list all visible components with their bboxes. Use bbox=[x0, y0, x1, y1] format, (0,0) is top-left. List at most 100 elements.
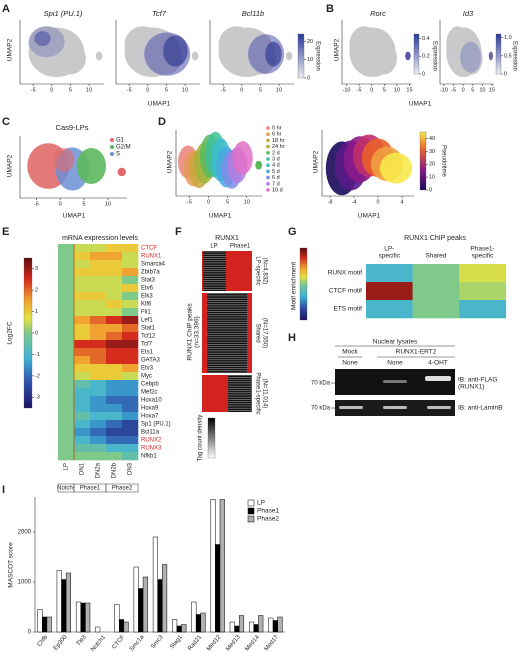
lane-label: None bbox=[342, 360, 358, 367]
umap-cells bbox=[163, 35, 188, 67]
legend-swatch bbox=[266, 169, 270, 174]
column-label: DN3 bbox=[128, 462, 134, 475]
marker-label: 70 kDa bbox=[311, 406, 331, 412]
colorbar-tick-label: 1.0 bbox=[504, 35, 512, 41]
signal bbox=[228, 375, 251, 412]
heatmap-cell bbox=[74, 340, 91, 349]
heatmap-cell bbox=[122, 268, 139, 277]
column-label: DN2b bbox=[112, 462, 118, 478]
colorbar-tick-label: 10 bbox=[307, 57, 313, 63]
umap-cells bbox=[191, 51, 199, 61]
x-tick-label: -5 bbox=[357, 87, 362, 93]
heatmap-cell bbox=[58, 380, 75, 389]
colorbar bbox=[297, 33, 305, 79]
heatmap-cell bbox=[90, 444, 107, 453]
x-tick-label: 10 bbox=[479, 87, 485, 93]
heatmap-cell bbox=[122, 292, 139, 301]
legend-swatch bbox=[266, 151, 270, 155]
heatmap-cell bbox=[58, 444, 75, 453]
colorbar bbox=[413, 33, 420, 75]
heatmap-cell bbox=[90, 388, 107, 397]
colorbar-label: Pseudotime bbox=[440, 145, 446, 177]
row-label: RUNX3 bbox=[141, 446, 162, 452]
x-tick-label: 10 bbox=[244, 199, 250, 205]
heatmap-cell bbox=[58, 372, 75, 381]
bar bbox=[46, 616, 52, 633]
x-tick-label: Notch1 bbox=[90, 634, 107, 653]
y-label: UMAP2 bbox=[167, 150, 174, 173]
group-label: Notch- bbox=[57, 486, 75, 492]
legend-swatch bbox=[266, 126, 270, 130]
bar bbox=[95, 626, 101, 633]
row-label: Mef2c bbox=[141, 390, 157, 396]
heatmap-cell bbox=[122, 284, 139, 293]
y-tick-label: 1000 bbox=[18, 580, 32, 586]
heatmap-cell bbox=[58, 436, 75, 445]
x-tick-label: 0 bbox=[50, 87, 53, 93]
lane-label: None bbox=[387, 360, 403, 367]
column-label: Phase1- bbox=[470, 246, 494, 253]
heatmap-cell bbox=[122, 276, 139, 285]
heatmap-cell bbox=[90, 260, 107, 269]
row-label: RUNX1 bbox=[141, 254, 162, 260]
heatmap-cell bbox=[58, 244, 75, 253]
heatmap-cell bbox=[58, 412, 75, 421]
x-label: UMAP1 bbox=[409, 101, 432, 108]
y-label: (n=33,396) bbox=[194, 316, 201, 348]
panel-letter: E bbox=[2, 226, 9, 238]
bar bbox=[181, 624, 187, 633]
heatmap-cell bbox=[74, 300, 91, 309]
y-tick-label: 2000 bbox=[18, 530, 32, 536]
colorbar-tick-label: 20 bbox=[307, 39, 313, 45]
bar bbox=[75, 601, 82, 633]
row-label: ETS motif bbox=[333, 306, 362, 313]
colorbar-tick-label: 0 bbox=[504, 71, 507, 77]
heatmap-cell bbox=[58, 404, 75, 413]
panel-letter: B bbox=[326, 3, 334, 15]
heatmap-cell bbox=[122, 340, 139, 349]
bar bbox=[162, 564, 168, 633]
heatmap-cell bbox=[74, 348, 91, 357]
colorbar-tick-label: 30 bbox=[429, 149, 435, 155]
heatmap-cell bbox=[90, 340, 107, 349]
heatmap-cell bbox=[106, 268, 123, 277]
legend-swatch bbox=[247, 507, 255, 515]
umap-cells bbox=[255, 160, 262, 170]
heatmap-cell bbox=[74, 388, 91, 397]
heatmap-cell bbox=[90, 268, 107, 277]
row-label: Stat3 bbox=[141, 278, 156, 284]
x-tick-label: 5 bbox=[165, 87, 168, 93]
bar bbox=[123, 621, 129, 633]
x-tick-label: 0 bbox=[59, 201, 62, 207]
bar bbox=[80, 602, 86, 633]
legend-swatch bbox=[266, 132, 270, 136]
bar bbox=[85, 602, 91, 633]
bar bbox=[210, 499, 216, 633]
heatmap-cell bbox=[58, 284, 75, 293]
heatmap-cell bbox=[58, 452, 75, 461]
x-tick-label: Smc3 bbox=[150, 634, 165, 650]
heatmap-cell bbox=[74, 252, 91, 261]
umap-cells bbox=[95, 51, 103, 61]
heatmap-cell bbox=[122, 316, 139, 325]
blot-label: IB: anti-FLAG bbox=[458, 377, 497, 384]
row-label: Zbtb7a bbox=[141, 270, 160, 276]
row-label: Etv3 bbox=[141, 366, 154, 372]
heatmap-cell bbox=[74, 284, 91, 293]
heatmap-cell bbox=[90, 436, 107, 445]
colorbar-tick-label: -3 bbox=[35, 395, 40, 401]
colorbar-tick-label: 1 bbox=[35, 309, 38, 315]
x-label: UMAP1 bbox=[148, 101, 171, 108]
row-label: Fli1 bbox=[141, 310, 151, 316]
heatmap-cell bbox=[74, 420, 91, 429]
heatmap-cell bbox=[74, 444, 91, 453]
legend-label: 2 d bbox=[272, 150, 280, 156]
heatmap-cell bbox=[122, 348, 139, 357]
legend-label: 7 d bbox=[272, 181, 280, 187]
bar bbox=[152, 536, 158, 633]
bar bbox=[272, 620, 278, 633]
x-tick-label: Med17 bbox=[264, 634, 281, 652]
column-label: DN2a bbox=[96, 462, 102, 478]
colorbar-label: Expression bbox=[314, 41, 320, 71]
